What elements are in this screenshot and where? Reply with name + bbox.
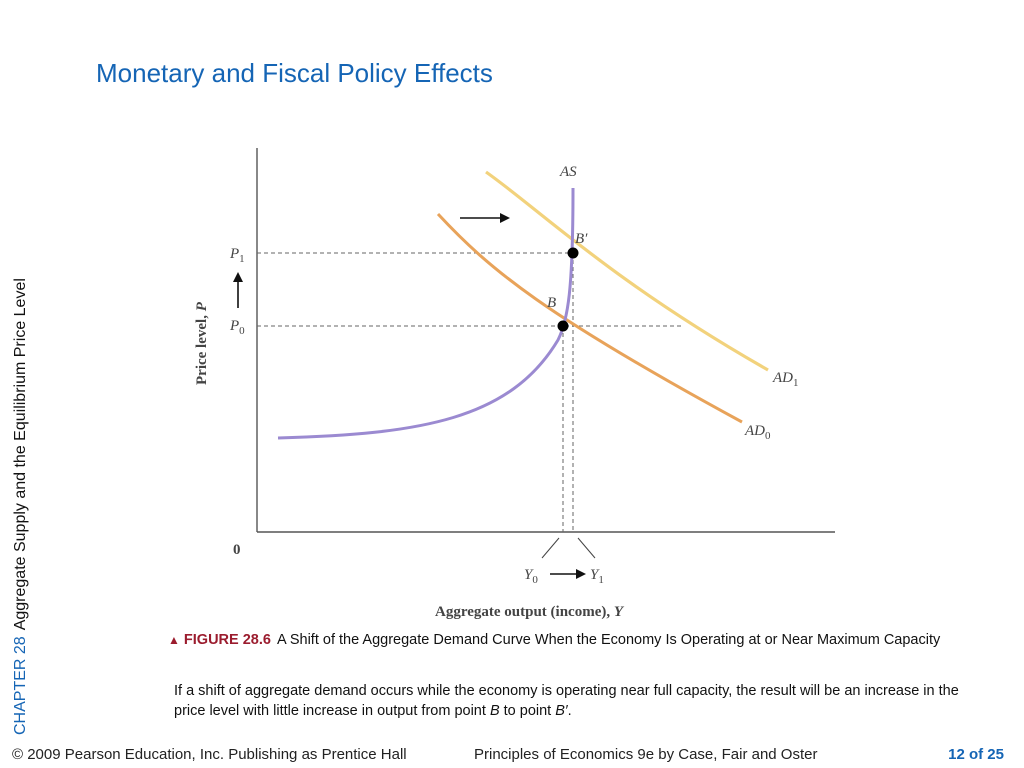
ad-shift-figure: AS B′ B AD1 AD0 P1 P0 Price level, P 0 Y…	[194, 148, 835, 620]
footer-book-title: Principles of Economics 9e by Case, Fair…	[474, 746, 818, 763]
point-b-prime	[567, 247, 579, 259]
figure-title: A Shift of the Aggregate Demand Curve Wh…	[276, 632, 941, 648]
y0-label: Y0	[524, 567, 538, 586]
figure-caption-body: If a shift of aggregate demand occurs wh…	[174, 683, 959, 719]
ad1-curve	[485, 170, 769, 372]
y0-pointer	[541, 537, 560, 559]
origin-label: 0	[233, 542, 241, 558]
x-axis-label: Aggregate output (income), Y	[435, 604, 625, 620]
p1-label: P1	[229, 246, 245, 265]
point-b	[557, 320, 569, 332]
chapter-side-label: CHAPTER 28 Aggregate Supply and the Equil…	[8, 195, 34, 735]
ad1-label: AD1	[772, 370, 799, 389]
point-b-label: B	[547, 295, 556, 311]
figure-number: FIGURE 28.6	[183, 632, 271, 648]
p0-label: P0	[229, 318, 245, 337]
y1-pointer	[577, 537, 596, 559]
chapter-title: Aggregate Supply and the Equilibrium Pri…	[12, 278, 29, 631]
slide-title: Monetary and Fiscal Policy Effects	[96, 58, 493, 88]
slide-footer: © 2009 Pearson Education, Inc. Publishin…	[0, 738, 1024, 768]
figure-caption-heading: ▲ FIGURE 28.6 A Shift of the Aggregate De…	[168, 630, 958, 650]
caption-triangle-icon: ▲	[168, 633, 180, 647]
y1-label: Y1	[590, 567, 604, 586]
as-label: AS	[559, 164, 577, 180]
footer-copyright: © 2009 Pearson Education, Inc. Publishin…	[12, 746, 407, 763]
page-counter: 12 of 25	[948, 746, 1004, 763]
y-axis-label: Price level, P	[194, 301, 210, 385]
as-curve	[277, 187, 575, 440]
ad0-curve	[436, 212, 743, 424]
chapter-number: CHAPTER 28	[12, 636, 29, 735]
ad0-label: AD0	[744, 423, 771, 442]
point-b-prime-label: B′	[575, 231, 588, 247]
